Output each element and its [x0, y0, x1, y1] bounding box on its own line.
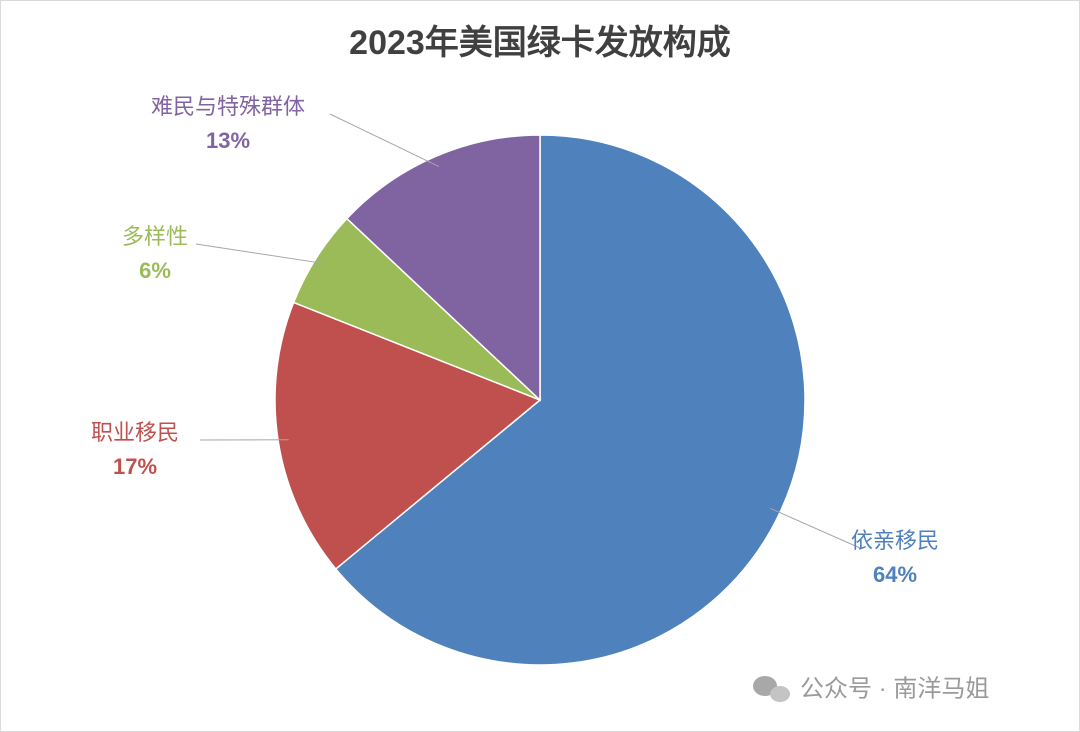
- value-label: 64%: [873, 562, 917, 587]
- category-label: 多样性: [122, 224, 188, 249]
- leader-line: [769, 507, 861, 549]
- chart-title: 2023年美国绿卡发放构成: [349, 24, 731, 62]
- category-label: 难民与特殊群体: [151, 94, 305, 119]
- pie-slice: [274, 301, 542, 570]
- watermark-text: 公众号 · 南洋马姐: [800, 675, 989, 702]
- leader-line: [329, 113, 440, 167]
- value-label: 6%: [139, 258, 171, 283]
- leader-line: [195, 243, 326, 265]
- watermark: 公众号 · 南洋马姐: [753, 675, 989, 702]
- value-label: 13%: [206, 128, 250, 153]
- watermark-icon: [770, 686, 790, 702]
- category-label: 职业移民: [91, 420, 179, 445]
- category-label: 依亲移民: [851, 528, 939, 553]
- value-label: 17%: [113, 454, 157, 479]
- pie-slice: [345, 134, 541, 402]
